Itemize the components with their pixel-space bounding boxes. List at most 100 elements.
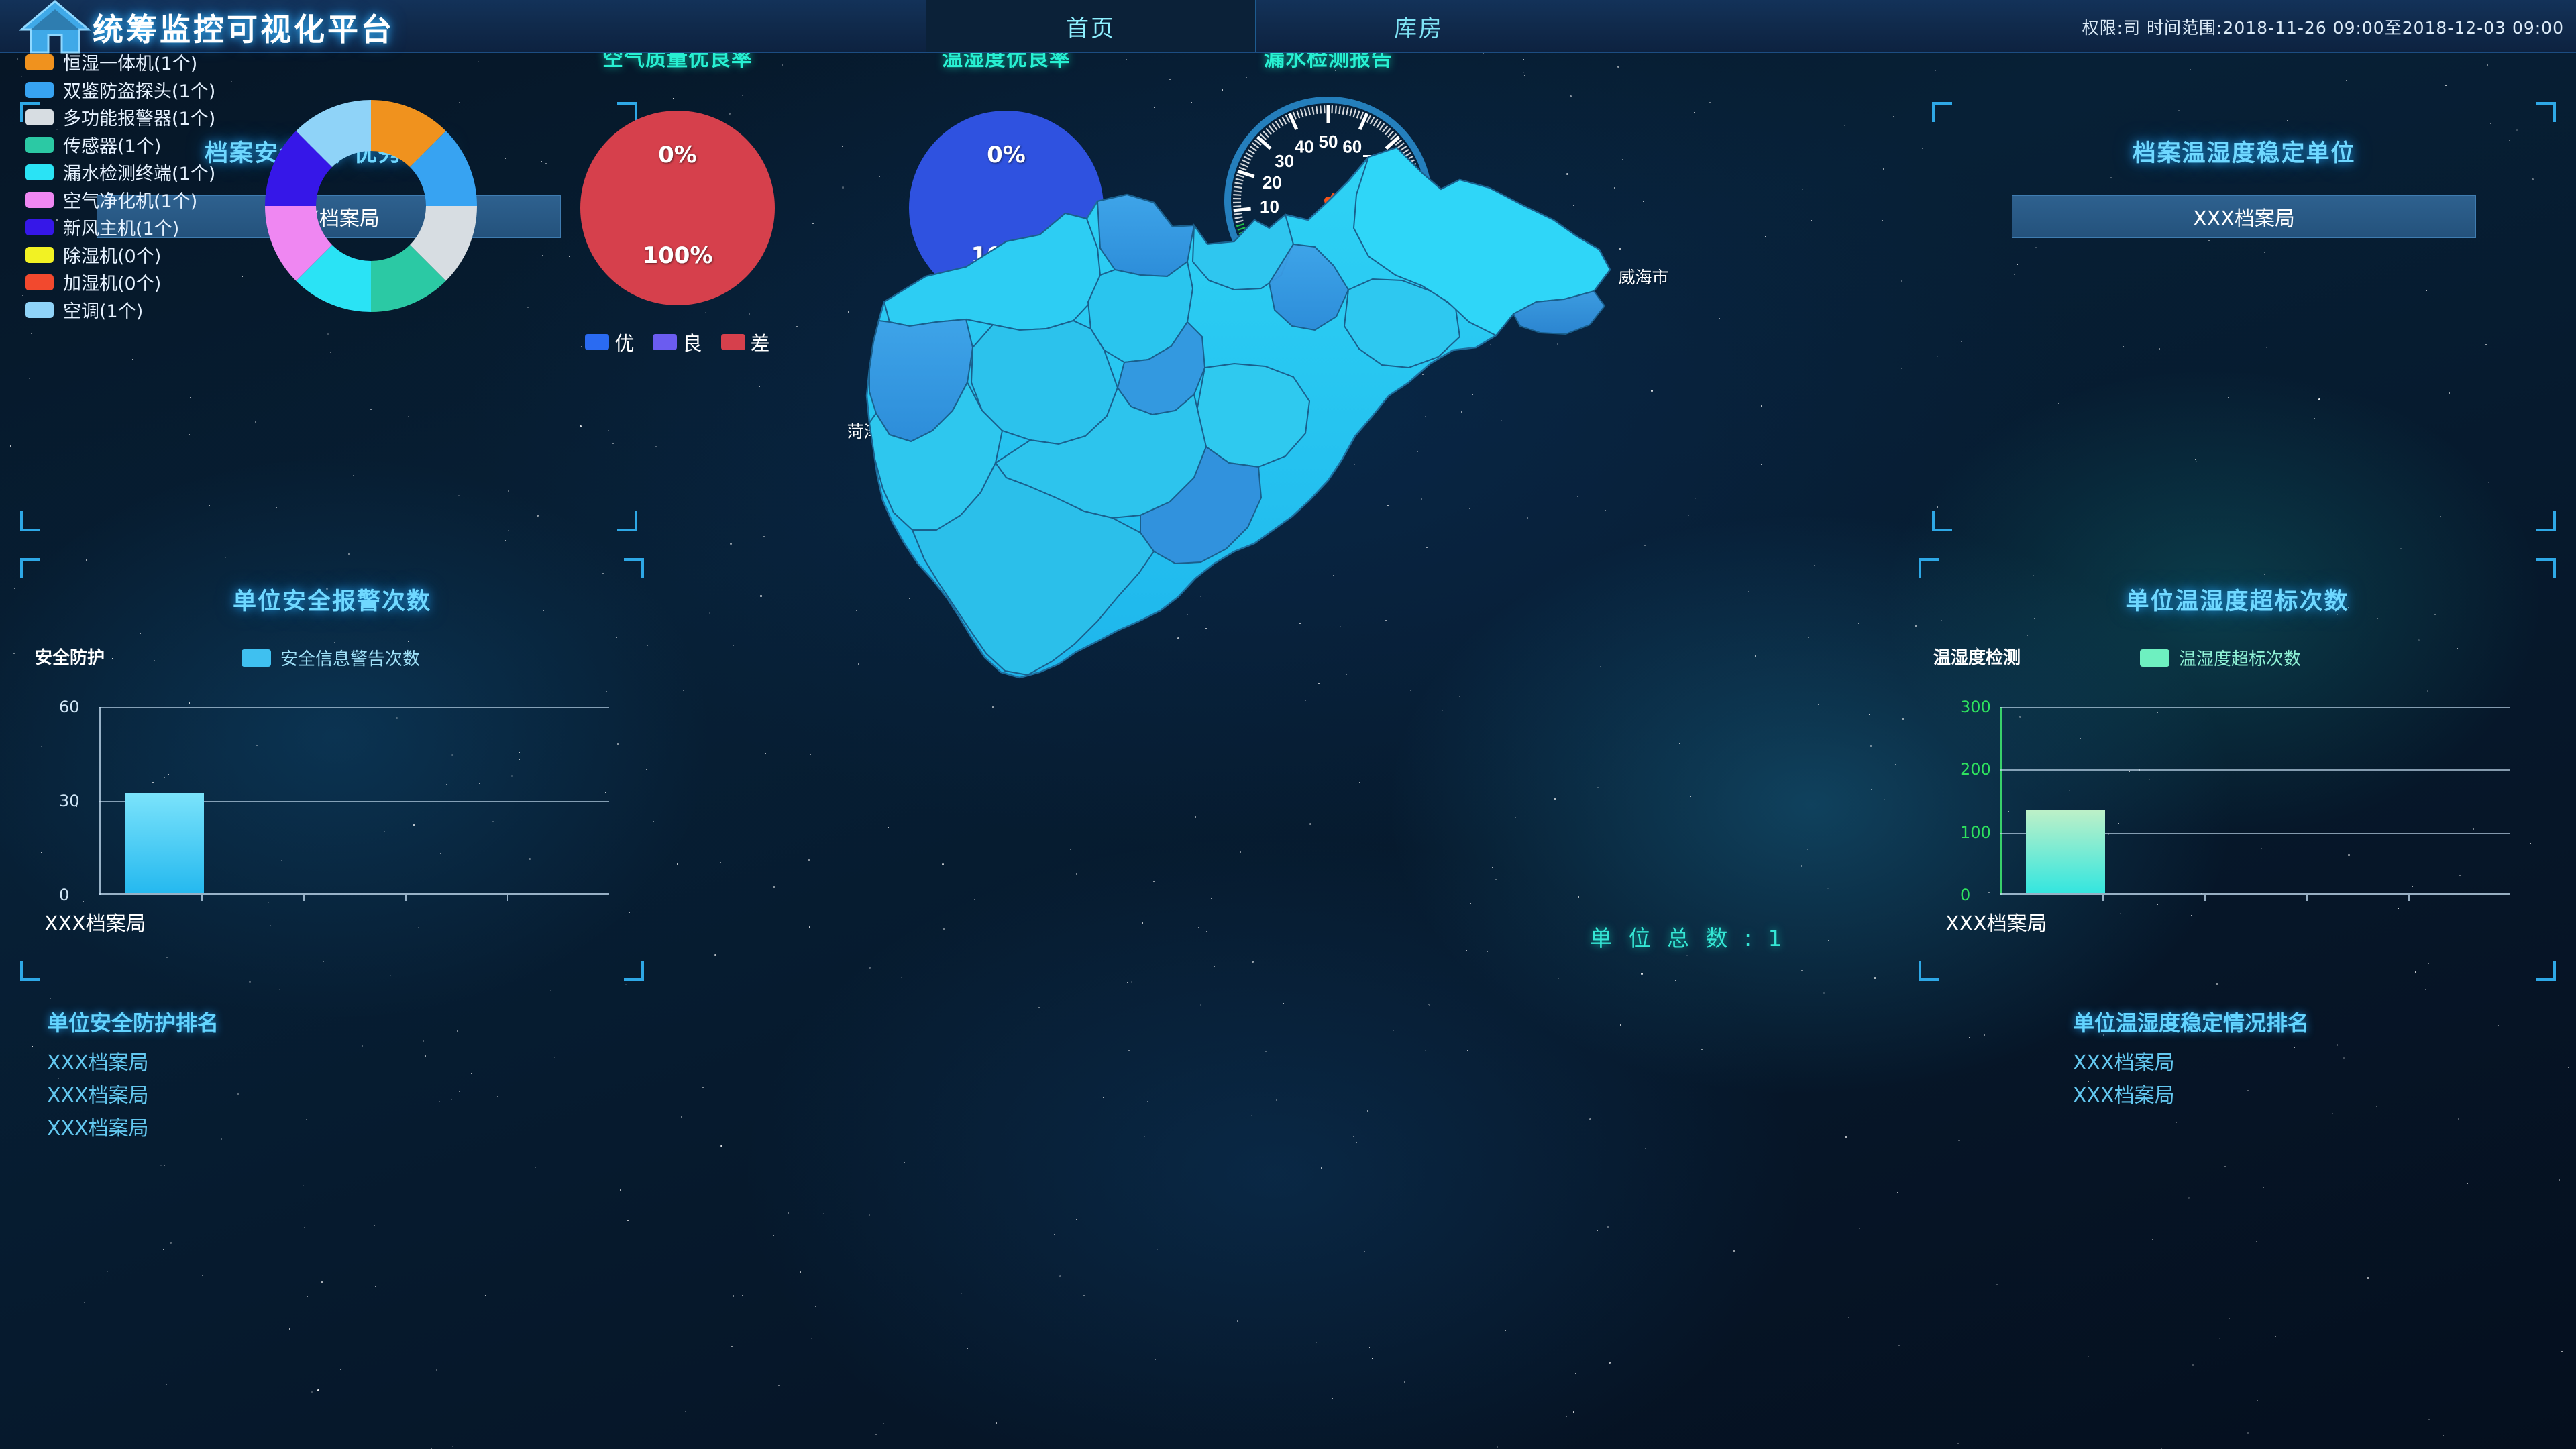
chart-x-tick: [405, 895, 407, 901]
panel-humidity-exceed-count: 单位温湿度超标次数 温湿度检测 温湿度超标次数 0 100 200 300 XXX档案…: [1919, 558, 2556, 981]
corner-bracket: [20, 558, 40, 578]
chart-plot-area: 0 100 200 300: [2000, 707, 2510, 895]
device-legend-item[interactable]: 双鉴防盗探头(1个): [25, 76, 294, 103]
device-legend-list: 恒湿一体机(1个) 双鉴防盗探头(1个) 多功能报警器(1个) 传感器(1个) 漏水检测…: [25, 48, 294, 323]
chart-x-axis: [99, 893, 609, 895]
chart-x-tick: [2408, 895, 2410, 901]
home-icon: [15, 0, 95, 55]
chart-x-tick: [303, 895, 305, 901]
device-legend-label: 双鉴防盗探头(1个): [63, 76, 215, 103]
device-legend-swatch: [25, 219, 54, 235]
device-legend-label: 空气净化机(1个): [63, 186, 197, 213]
chart-title: 单位安全报警次数: [20, 582, 644, 616]
corner-bracket: [1932, 102, 1952, 122]
chart-x-tick: [507, 895, 508, 901]
device-legend-swatch: [25, 82, 54, 98]
chart-x-tick: [2306, 895, 2308, 901]
device-legend-label: 多功能报警器(1个): [63, 104, 215, 130]
corner-bracket: [1919, 961, 1939, 981]
header-permission-timerange: 权限:司 时间范围:2018-11-26 09:00至2018-12-03 09…: [2082, 15, 2564, 39]
device-legend-item[interactable]: 多功能报警器(1个): [25, 103, 294, 131]
chart-gridline: [99, 707, 609, 708]
ranking-item[interactable]: XXX档案局: [2073, 1079, 2536, 1112]
tab-warehouse-label: 库房: [1394, 10, 1444, 43]
chart-y-tick: 60: [59, 698, 80, 716]
tab-home-label: 首页: [1066, 10, 1116, 43]
ranking-title: 单位安全防护排名: [47, 1006, 476, 1037]
device-type-donut-chart[interactable]: [260, 95, 482, 317]
panel-humidity-ranking: 单位温湿度稳定情况排名 XXX档案局 XXX档案局: [2073, 1006, 2536, 1382]
device-legend-swatch: [25, 164, 54, 180]
corner-bracket: [1932, 511, 1952, 531]
shandong-map[interactable]: [724, 101, 1865, 959]
corner-bracket: [2536, 511, 2556, 531]
device-legend-swatch: [25, 109, 54, 125]
tab-home[interactable]: 首页: [926, 0, 1256, 52]
chart-gridline: [2000, 769, 2510, 771]
chart-x-tick: [2102, 895, 2104, 901]
corner-bracket: [20, 511, 40, 531]
device-legend-item[interactable]: 除湿机(0个): [25, 241, 294, 268]
chart-x-axis: [2000, 893, 2510, 895]
chart-bar[interactable]: [2026, 810, 2105, 893]
chart-category-label: XXX档案局: [1945, 907, 2047, 936]
device-legend-item[interactable]: 加湿机(0个): [25, 268, 294, 296]
page-title: 统筹监控可视化平台: [93, 5, 394, 50]
chart-y-tick: 30: [59, 792, 80, 810]
device-legend-swatch: [25, 137, 54, 153]
legend-label: 温湿度超标次数: [2179, 645, 2301, 670]
device-legend-item[interactable]: 漏水检测终端(1个): [25, 158, 294, 186]
device-legend-item[interactable]: 空调(1个): [25, 296, 294, 323]
device-legend-label: 加湿机(0个): [63, 269, 161, 295]
chart-gridline: [2000, 707, 2510, 708]
tab-warehouse[interactable]: 库房: [1254, 0, 1583, 52]
chart-y-tick: 0: [1960, 885, 1970, 904]
corner-bracket: [2536, 558, 2556, 578]
legend-label: 安全信息警告次数: [280, 645, 420, 670]
ranking-item[interactable]: XXX档案局: [2073, 1046, 2536, 1079]
device-legend-item[interactable]: 新风主机(1个): [25, 213, 294, 241]
ranking-title: 单位温湿度稳定情况排名: [2073, 1006, 2536, 1037]
corner-bracket: [20, 961, 40, 981]
corner-bracket: [2536, 102, 2556, 122]
app-header: 统筹监控可视化平台 首页 库房 权限:司 时间范围:2018-11-26 09:…: [0, 0, 2576, 53]
pie-legend-item[interactable]: 良: [653, 328, 702, 356]
pie-legend-item[interactable]: 优: [585, 328, 634, 356]
chart-plot-area: 0 30 60: [99, 707, 609, 895]
device-legend-swatch: [25, 192, 54, 208]
pie-legend-swatch: [653, 334, 677, 350]
ranking-item[interactable]: XXX档案局: [47, 1046, 476, 1079]
pie-legend-label: 优: [614, 328, 634, 356]
corner-bracket: [2536, 961, 2556, 981]
stable-unit-value[interactable]: XXX档案局: [2012, 195, 2476, 238]
device-legend-swatch: [25, 54, 54, 70]
panel-security-alarm-count: 单位安全报警次数 安全防护 安全信息警告次数 0 30 60 XXX档案局: [20, 558, 644, 981]
chart-y-tick: 300: [1960, 698, 1991, 716]
chart-legend[interactable]: 温湿度超标次数: [2140, 645, 2301, 670]
corner-bracket: [624, 558, 644, 578]
device-legend-item[interactable]: 传感器(1个): [25, 131, 294, 158]
corner-bracket: [624, 961, 644, 981]
panel-archive-humidity-stable-unit: 档案温湿度稳定单位 XXX档案局: [1932, 102, 2556, 531]
panel-title: 档案温湿度稳定单位: [1932, 134, 2556, 168]
ranking-item[interactable]: XXX档案局: [47, 1079, 476, 1112]
device-legend-label: 传感器(1个): [63, 131, 161, 158]
chart-y-axis: [2000, 707, 2002, 895]
device-legend-label: 漏水检测终端(1个): [63, 159, 215, 185]
chart-legend[interactable]: 安全信息警告次数: [241, 645, 420, 670]
legend-swatch: [241, 649, 271, 667]
chart-x-tick: [2204, 895, 2206, 901]
device-legend-label: 新风主机(1个): [63, 214, 179, 240]
chart-bar[interactable]: [125, 793, 204, 893]
corner-bracket: [617, 511, 637, 531]
chart-axis-label: 温湿度检测: [1933, 644, 2021, 669]
chart-title: 单位温湿度超标次数: [1919, 582, 2556, 616]
device-legend-item[interactable]: 空气净化机(1个): [25, 186, 294, 213]
ranking-item[interactable]: XXX档案局: [47, 1112, 476, 1145]
chart-y-tick: 200: [1960, 760, 1991, 779]
legend-swatch: [2140, 649, 2169, 667]
device-legend-label: 空调(1个): [63, 297, 143, 323]
chart-x-tick: [201, 895, 203, 901]
chart-y-tick: 100: [1960, 823, 1991, 842]
pie-legend-label: 良: [682, 328, 702, 356]
